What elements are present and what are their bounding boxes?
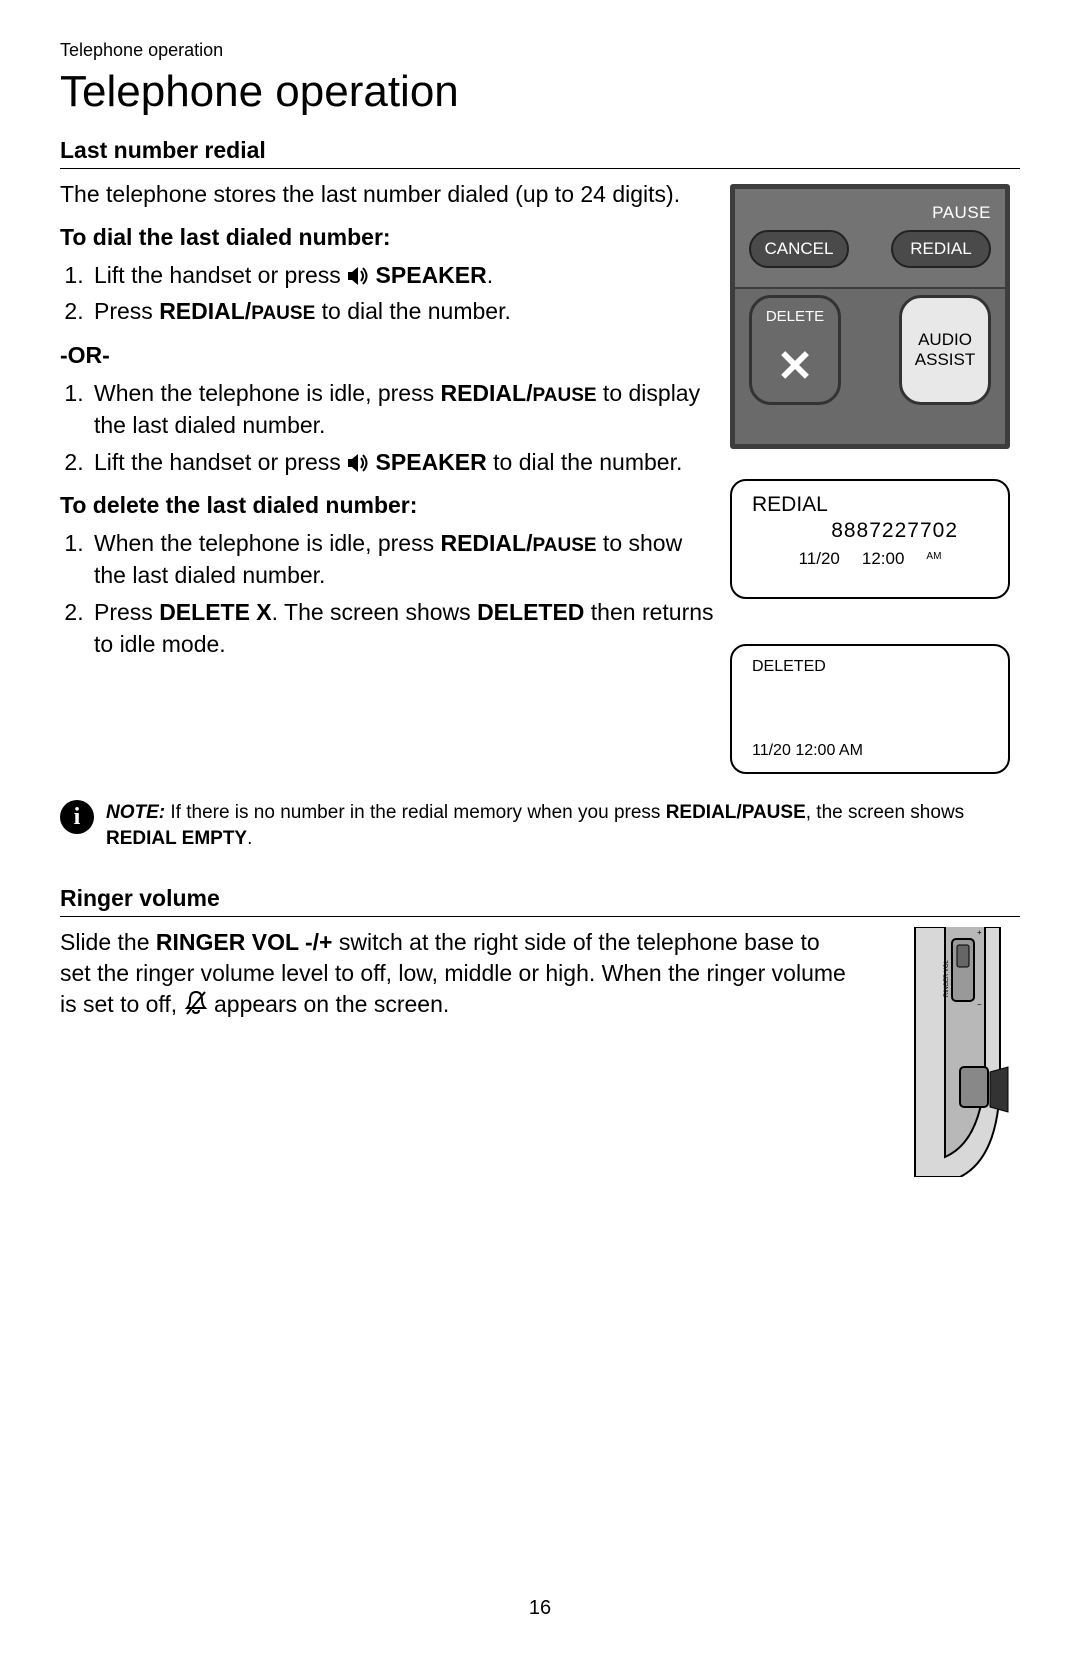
lcd-time: 12:00 bbox=[795, 742, 835, 759]
text: When the telephone is idle, press bbox=[94, 530, 440, 556]
section-header-small: Telephone operation bbox=[60, 40, 1020, 61]
list-item: Lift the handset or press SPEAKER to dia… bbox=[90, 446, 715, 478]
text-bold: REDIAL/ bbox=[440, 530, 532, 556]
subheading-dial: To dial the last dialed number: bbox=[60, 224, 715, 251]
list-item: When the telephone is idle, press REDIAL… bbox=[90, 527, 715, 592]
text-bold: REDIAL EMPTY bbox=[106, 828, 247, 849]
lcd-line3: 11/20 12:00 AM bbox=[752, 549, 988, 569]
speaker-icon bbox=[347, 266, 369, 286]
text: Lift the handset or press bbox=[94, 262, 347, 288]
section-title-redial: Last number redial bbox=[60, 137, 1020, 169]
text: to dial the number. bbox=[487, 449, 683, 475]
speaker-icon bbox=[347, 453, 369, 473]
phone-button-panel: PAUSE CANCEL REDIAL DELETE ✕ AUDIO ASSIS… bbox=[730, 184, 1010, 449]
lcd-line1: DELETED bbox=[752, 658, 988, 676]
text-bold: DELETED bbox=[477, 599, 584, 625]
lcd-line3: 11/20 12:00 AM bbox=[752, 742, 988, 760]
text-bold: REDIAL/ bbox=[159, 298, 251, 324]
text: If there is no number in the redial memo… bbox=[165, 802, 666, 823]
text-bold: PAUSE bbox=[532, 535, 596, 556]
lcd-deleted: DELETED 11/20 12:00 AM bbox=[730, 644, 1010, 774]
text: appears on the screen. bbox=[214, 991, 449, 1017]
dial-list-1: Lift the handset or press SPEAKER. Press… bbox=[60, 259, 715, 328]
lcd-ampm: AM bbox=[926, 551, 941, 562]
text-bold: REDIAL/PAUSE bbox=[666, 802, 806, 823]
text: Press bbox=[94, 599, 159, 625]
delete-button[interactable]: DELETE ✕ bbox=[749, 295, 841, 405]
section-title-ringer: Ringer volume bbox=[60, 885, 1020, 917]
page-title: Telephone operation bbox=[60, 67, 1020, 117]
lcd-line1: REDIAL bbox=[752, 493, 988, 517]
pause-label: PAUSE bbox=[932, 203, 991, 223]
text: . bbox=[247, 828, 252, 849]
text-bold: SPEAKER bbox=[376, 449, 487, 475]
lcd-line2: 8887227702 bbox=[752, 519, 988, 543]
lcd-date: 11/20 bbox=[799, 549, 840, 569]
or-separator: -OR- bbox=[60, 342, 715, 369]
subheading-delete: To delete the last dialed number: bbox=[60, 492, 715, 519]
text: . The screen shows bbox=[272, 599, 477, 625]
text: Lift the handset or press bbox=[94, 449, 347, 475]
text: Slide the bbox=[60, 929, 156, 955]
ringer-body: Slide the RINGER VOL -/+ switch at the r… bbox=[60, 927, 850, 1020]
text: Press bbox=[94, 298, 159, 324]
text-bold: PAUSE bbox=[532, 385, 596, 406]
text-bold: SPEAKER bbox=[376, 262, 487, 288]
delete-label: DELETE bbox=[766, 308, 824, 325]
info-icon: i bbox=[60, 800, 94, 834]
list-item: When the telephone is idle, press REDIAL… bbox=[90, 377, 715, 442]
page-number: 16 bbox=[0, 1597, 1080, 1620]
intro-text: The telephone stores the last number dia… bbox=[60, 179, 715, 210]
bell-off-icon bbox=[184, 990, 208, 1016]
text: , the screen shows bbox=[806, 802, 964, 823]
cancel-button[interactable]: CANCEL bbox=[749, 230, 849, 268]
list-item: Press REDIAL/PAUSE to dial the number. bbox=[90, 295, 715, 328]
audio-assist-button[interactable]: AUDIO ASSIST bbox=[899, 295, 991, 405]
lcd-date: 11/20 bbox=[752, 742, 791, 759]
svg-text:+: + bbox=[977, 928, 982, 937]
audio-label-2: ASSIST bbox=[915, 350, 975, 370]
lcd-time: 12:00 bbox=[862, 549, 905, 569]
dial-list-2: When the telephone is idle, press REDIAL… bbox=[60, 377, 715, 478]
svg-text:RINGER VOL: RINGER VOL bbox=[944, 960, 950, 998]
note-prefix: NOTE: bbox=[106, 802, 165, 823]
phone-side-illustration: RINGER VOL + − bbox=[880, 927, 1010, 1177]
list-item: Press DELETE X. The screen shows DELETED… bbox=[90, 596, 715, 660]
note-row: i NOTE: If there is no number in the red… bbox=[60, 800, 1020, 851]
text-bold: PAUSE bbox=[251, 303, 315, 324]
list-item: Lift the handset or press SPEAKER. bbox=[90, 259, 715, 291]
svg-text:−: − bbox=[977, 1000, 982, 1009]
text-bold: RINGER VOL -/+ bbox=[156, 929, 333, 955]
note-text: NOTE: If there is no number in the redia… bbox=[106, 800, 1020, 851]
text: . bbox=[487, 262, 493, 288]
text-bold: REDIAL/ bbox=[440, 380, 532, 406]
delete-list: When the telephone is idle, press REDIAL… bbox=[60, 527, 715, 660]
text-bold: DELETE X bbox=[159, 599, 271, 625]
lcd-redial: REDIAL 8887227702 11/20 12:00 AM bbox=[730, 479, 1010, 599]
text: When the telephone is idle, press bbox=[94, 380, 440, 406]
close-x-icon: ✕ bbox=[777, 345, 814, 389]
text: to dial the number. bbox=[315, 298, 511, 324]
lcd-ampm: AM bbox=[839, 742, 863, 759]
redial-button[interactable]: REDIAL bbox=[891, 230, 991, 268]
audio-label-1: AUDIO bbox=[918, 330, 972, 350]
